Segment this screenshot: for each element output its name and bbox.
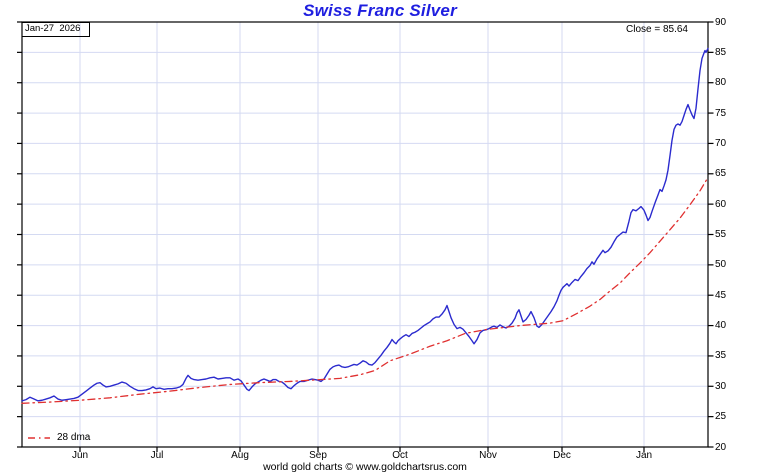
dma-line-series: [21, 176, 709, 404]
y-tick-label: 30: [715, 380, 727, 392]
y-tick-label: 60: [715, 198, 727, 210]
credit-line: world gold charts © www.goldchartsrus.co…: [263, 461, 467, 473]
y-tick-label: 55: [715, 229, 727, 240]
price-line-series: [21, 47, 709, 402]
y-tick-label: 50: [715, 259, 727, 271]
x-tick-label: Jul: [150, 450, 164, 461]
x-tick-label: Aug: [231, 450, 249, 461]
x-tick-label: Jan: [635, 450, 653, 461]
y-tick-label: 70: [715, 137, 727, 149]
chart-legend: 28 dma: [28, 431, 90, 444]
x-tick-label: Jun: [71, 450, 89, 461]
close-value-annotation: Close = 85.64: [626, 24, 688, 35]
y-tick-label: 85: [715, 46, 727, 58]
y-tick-label: 45: [715, 289, 727, 301]
x-tick-label: Sep: [309, 450, 327, 461]
chart-title: Swiss Franc Silver: [303, 1, 457, 20]
y-tick-label: 20: [715, 441, 727, 453]
x-tick-label: Oct: [392, 450, 408, 461]
y-tick-label: 40: [715, 320, 727, 332]
legend-label: 28 dma: [57, 432, 91, 443]
x-tick-label: Dec: [553, 450, 571, 461]
y-tick-label: 25: [715, 411, 727, 423]
x-tick-label: Nov: [479, 450, 497, 461]
y-tick-label: 80: [715, 77, 727, 89]
y-tick-label: 65: [715, 168, 727, 180]
y-tick-label: 35: [715, 350, 727, 362]
y-tick-label: 75: [715, 107, 727, 119]
date-annotation: Jan-27 2026: [22, 22, 91, 37]
y-tick-label: 90: [715, 16, 727, 28]
dma-dash-icon: [28, 436, 50, 439]
